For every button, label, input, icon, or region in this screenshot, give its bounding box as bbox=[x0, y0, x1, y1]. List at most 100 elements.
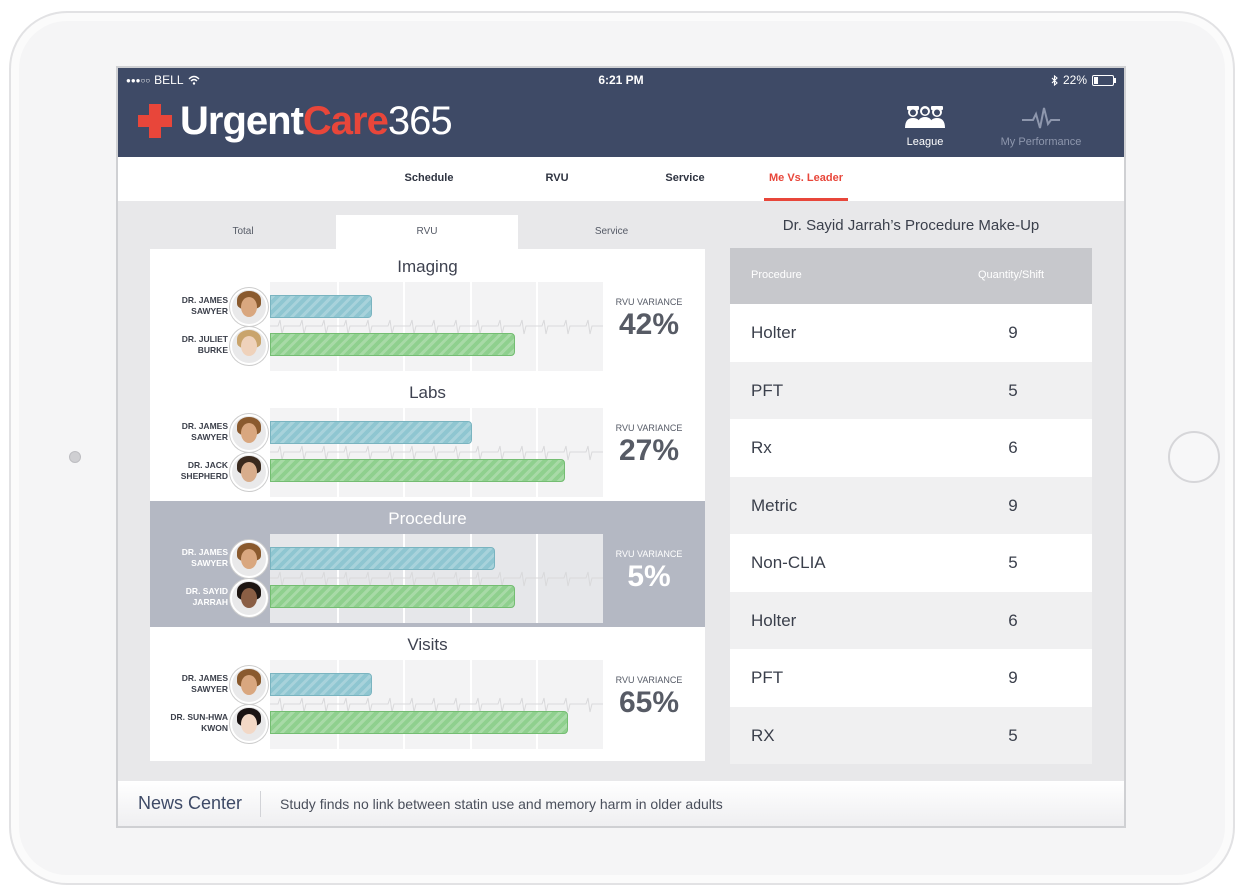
procedure-name: Metric bbox=[751, 495, 798, 515]
procedure-table: Procedure Quantity/Shift Holter 9 PFT 5 Rx… bbox=[730, 248, 1092, 764]
doctor-row: DR. JACK SHEPHERD bbox=[150, 452, 270, 492]
sub-tab-total[interactable]: Total bbox=[232, 226, 254, 237]
avatar-sun-hwa-kwon bbox=[230, 705, 268, 743]
home-button[interactable] bbox=[1168, 431, 1220, 483]
tab-schedule[interactable]: Schedule bbox=[404, 172, 454, 184]
table-row[interactable]: Holter 9 bbox=[730, 304, 1092, 362]
metric-imaging[interactable]: Imaging DR. JAMES SAWYER DR. JULIET BURKE … bbox=[150, 249, 705, 375]
doctor-row: DR. JAMES SAWYER bbox=[150, 413, 270, 453]
bar-doc1 bbox=[270, 547, 495, 570]
sub-tab-bar: Total RVU Service bbox=[150, 215, 705, 249]
doctor-row: DR. JAMES SAWYER bbox=[150, 539, 270, 579]
procedure-table-body: Holter 9 PFT 5 Rx 6 Metric 9 Non-CLIA 5 Holte… bbox=[730, 304, 1092, 764]
camera bbox=[69, 451, 81, 463]
ecg-trace bbox=[270, 445, 603, 461]
league-label: League bbox=[906, 136, 944, 148]
news-center-title: News Center bbox=[138, 793, 243, 813]
status-left: ●●●○○ BELL bbox=[126, 73, 200, 87]
table-row[interactable]: PFT 9 bbox=[730, 649, 1092, 707]
procedure-name: Non-CLIA bbox=[751, 553, 826, 572]
doctor-name: DR. JAMES SAWYER bbox=[181, 547, 228, 568]
battery-percent: 22% bbox=[1062, 73, 1087, 87]
table-row[interactable]: RX 5 bbox=[730, 706, 1092, 764]
comparison-panel: Imaging DR. JAMES SAWYER DR. JULIET BURKE … bbox=[150, 249, 705, 761]
bar-doc2 bbox=[270, 333, 515, 356]
app-screen: ●●●○○ BELL 6:21 PM 22% UrgentCare365 bbox=[116, 66, 1126, 828]
bar-chart bbox=[270, 534, 603, 623]
metric-visits[interactable]: Visits DR. JAMES SAWYER DR. SUN-HWA KWON R… bbox=[150, 627, 705, 753]
metric-title: Procedure bbox=[388, 509, 467, 528]
divider bbox=[260, 791, 261, 817]
procedure-quantity: 9 bbox=[1008, 323, 1018, 342]
news-center-bar: News Center Study finds no link between … bbox=[118, 781, 1124, 826]
ecg-trace bbox=[270, 697, 603, 713]
avatar-juliet-burke bbox=[230, 327, 268, 365]
table-row[interactable]: Non-CLIA 5 bbox=[730, 534, 1092, 592]
sub-tab-service[interactable]: Service bbox=[594, 226, 629, 237]
table-row[interactable]: Holter 6 bbox=[730, 591, 1092, 649]
variance-value: 5% bbox=[627, 560, 671, 593]
bar-doc2 bbox=[270, 459, 565, 482]
avatar-jack-shepherd bbox=[230, 453, 268, 491]
medical-cross-icon bbox=[138, 104, 172, 138]
table-row[interactable]: Metric 9 bbox=[730, 476, 1092, 534]
variance-label: RVU VARIANCE bbox=[615, 423, 683, 433]
ecg-trace bbox=[270, 571, 603, 587]
procedure-name: PFT bbox=[751, 668, 784, 687]
tab-me-vs-leader[interactable]: Me Vs. Leader bbox=[764, 157, 848, 201]
sub-tab-rvu[interactable]: RVU bbox=[336, 215, 518, 249]
avatar-sayid-jarrah bbox=[230, 579, 268, 617]
doctor-name: DR. JAMES SAWYER bbox=[181, 421, 228, 442]
procedure-quantity: 9 bbox=[1008, 495, 1018, 515]
logo-urgent: Urgent bbox=[180, 98, 304, 143]
procedure-name: Rx bbox=[751, 438, 772, 457]
procedure-name: Holter bbox=[751, 610, 797, 630]
doctor-row: DR. JAMES SAWYER bbox=[150, 287, 270, 327]
app-header: ●●●○○ BELL 6:21 PM 22% UrgentCare365 bbox=[118, 68, 1124, 157]
procedure-name: Holter bbox=[751, 323, 797, 342]
avatar-james-sawyer bbox=[230, 414, 268, 452]
metric-procedure[interactable]: Procedure DR. JAMES SAWYER DR. SAYID JARRA… bbox=[150, 501, 705, 627]
procedure-panel-title: Dr. Sayid Jarrah’s Procedure Make-Up bbox=[782, 217, 1040, 234]
procedure-name: RX bbox=[751, 725, 775, 745]
tab-rvu[interactable]: RVU bbox=[545, 172, 569, 184]
doctor-name: DR. JAMES SAWYER bbox=[181, 673, 228, 694]
status-right: 22% bbox=[1051, 73, 1116, 87]
variance-label: RVU VARIANCE bbox=[615, 549, 683, 559]
doctors-group-icon bbox=[905, 106, 945, 128]
tab-service[interactable]: Service bbox=[665, 172, 705, 184]
main-tab-bar: Schedule RVU Service Me Vs. Leader bbox=[118, 157, 1124, 201]
avatar-james-sawyer bbox=[230, 540, 268, 578]
column-quantity: Quantity/Shift bbox=[978, 269, 1045, 281]
procedure-quantity: 9 bbox=[1008, 668, 1018, 687]
metric-labs[interactable]: Labs DR. JAMES SAWYER DR. JACK SHEPHERD RV… bbox=[150, 375, 705, 501]
doctor-name: DR. SAYID JARRAH bbox=[185, 586, 228, 607]
metric-title: Labs bbox=[409, 383, 446, 402]
my-performance-button[interactable]: My Performance bbox=[986, 104, 1096, 148]
logo-number: 365 bbox=[387, 98, 453, 143]
table-row[interactable]: PFT 5 bbox=[730, 361, 1092, 419]
wifi-icon bbox=[188, 75, 200, 85]
avatar-james-sawyer bbox=[230, 288, 268, 326]
procedure-quantity: 5 bbox=[1008, 553, 1018, 572]
doctor-name: DR. SUN-HWA KWON bbox=[170, 712, 228, 733]
league-button[interactable]: League bbox=[870, 104, 980, 148]
bar-doc1 bbox=[270, 673, 372, 696]
news-headline-link[interactable]: Study finds no link between statin use a… bbox=[280, 796, 723, 812]
column-procedure: Procedure bbox=[751, 269, 802, 281]
bar-doc1 bbox=[270, 295, 372, 318]
status-bar: ●●●○○ BELL 6:21 PM 22% bbox=[118, 68, 1124, 90]
bar-chart bbox=[270, 408, 603, 497]
bar-doc2 bbox=[270, 585, 515, 608]
doctor-row: DR. SUN-HWA KWON bbox=[150, 704, 270, 744]
doctor-name: DR. JAMES SAWYER bbox=[181, 295, 228, 316]
doctor-row: DR. JAMES SAWYER bbox=[150, 665, 270, 705]
procedure-name: PFT bbox=[751, 380, 784, 400]
variance-value: 27% bbox=[618, 434, 680, 467]
logo-care: Care bbox=[302, 98, 389, 143]
status-time: 6:21 PM bbox=[598, 73, 644, 87]
bar-chart bbox=[270, 660, 603, 749]
app-logo: UrgentCare365 bbox=[138, 98, 453, 143]
variance-value: 65% bbox=[618, 686, 680, 719]
table-row[interactable]: Rx 6 bbox=[730, 419, 1092, 477]
